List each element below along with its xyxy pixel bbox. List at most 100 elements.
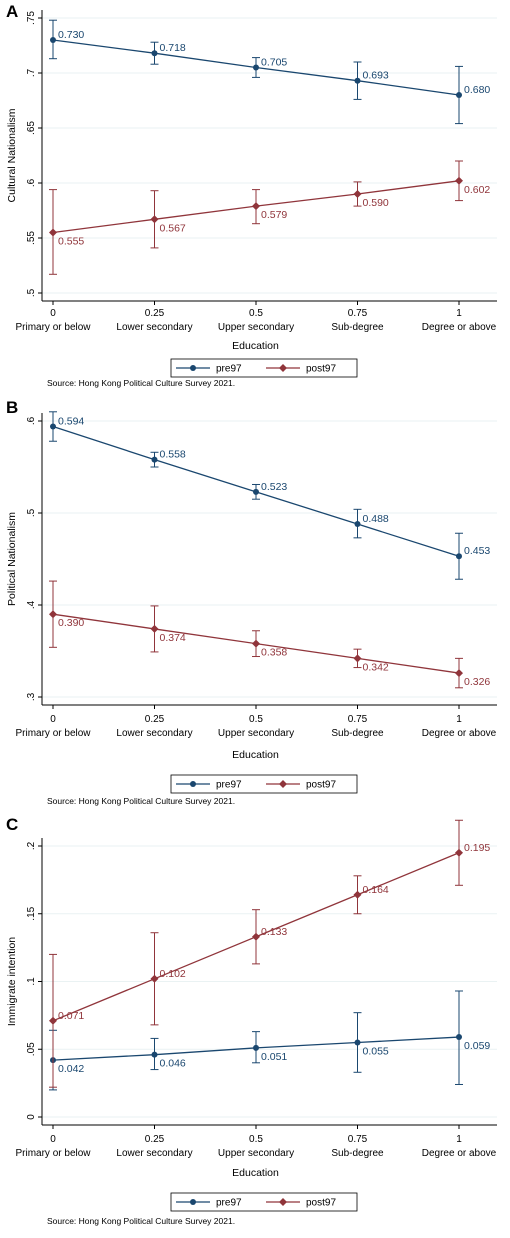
- x-category-label: Degree or above: [422, 322, 497, 333]
- x-axis-title: Education: [232, 1167, 279, 1179]
- legend-marker: [190, 1199, 196, 1205]
- legend-marker: [279, 364, 287, 372]
- x-tick-label: 1: [456, 308, 462, 319]
- x-category-label: Primary or below: [15, 322, 91, 333]
- x-category-label: Degree or above: [422, 728, 497, 739]
- data-label: 0.358: [261, 647, 287, 659]
- legend-label-post97: post97: [306, 780, 336, 791]
- x-tick-label: 0.75: [348, 1134, 368, 1145]
- y-tick-label: .7: [26, 68, 37, 77]
- series-post97: 0.071 0.102 0.133 0.164 0.195: [49, 819, 490, 1088]
- data-point: [252, 202, 260, 211]
- x-tick-label: 0.25: [145, 308, 165, 319]
- data-label: 0.693: [363, 70, 389, 82]
- data-label: 0.326: [464, 676, 490, 688]
- data-label: 0.453: [464, 545, 490, 557]
- data-label: 0.488: [363, 513, 389, 525]
- data-point: [353, 654, 362, 663]
- data-label: 0.523: [261, 481, 287, 493]
- y-tick-label: .2: [26, 841, 37, 850]
- x-category-label: Upper secondary: [218, 1148, 294, 1159]
- data-point: [253, 488, 259, 495]
- x-tick-label: 0.75: [348, 308, 368, 319]
- series-pre97: 0.594 0.558 0.523 0.488 0.453: [49, 411, 490, 580]
- legend-marker: [279, 1198, 287, 1206]
- x-category-label: Lower secondary: [116, 1148, 192, 1159]
- data-label: 0.567: [160, 222, 186, 234]
- x-tick-label: 1: [456, 1134, 462, 1145]
- x-category-label: Lower secondary: [116, 322, 192, 333]
- data-point: [253, 64, 259, 71]
- data-label: 0.730: [58, 29, 84, 41]
- data-label: 0.055: [363, 1045, 389, 1057]
- x-category-label: Upper secondary: [218, 322, 294, 333]
- data-point: [252, 639, 260, 648]
- data-label: 0.390: [58, 617, 84, 629]
- y-tick-label: .05: [26, 1042, 37, 1056]
- data-point: [151, 1051, 158, 1058]
- x-tick-label: 0.5: [249, 714, 263, 725]
- data-label: 0.046: [160, 1058, 186, 1070]
- panel-b: B .3 .4 .5 .6 Political Nationalism 0 Primary o…: [6, 398, 497, 806]
- legend-label-post97: post97: [306, 1198, 336, 1209]
- data-point: [151, 456, 158, 463]
- x-axis-title: Education: [232, 749, 279, 761]
- data-label: 0.558: [160, 449, 186, 461]
- x-tick-label: 0.5: [249, 1134, 263, 1145]
- y-axis-title: Cultural Nationalism: [6, 108, 18, 202]
- data-point: [150, 624, 159, 633]
- panel-letter: C: [6, 815, 18, 834]
- data-point: [354, 77, 361, 84]
- y-axis-title: Immigrate intention: [6, 937, 18, 1026]
- data-point: [253, 1044, 259, 1051]
- data-point: [456, 553, 462, 560]
- source-note: Source: Hong Kong Political Culture Surv…: [47, 1216, 235, 1226]
- data-point: [455, 848, 463, 857]
- x-tick-label: 1: [456, 714, 462, 725]
- panel-letter: B: [6, 398, 18, 417]
- legend-box: [170, 774, 358, 794]
- series-pre97: 0.730 0.718 0.705 0.693 0.680: [49, 19, 490, 125]
- data-point: [49, 228, 57, 237]
- x-tick-label: 0: [50, 1134, 56, 1145]
- data-label: 0.718: [160, 42, 186, 54]
- y-tick-label: .55: [26, 231, 37, 245]
- legend-label-pre97: pre97: [216, 364, 242, 375]
- data-label: 0.195: [464, 842, 490, 854]
- y-tick-label: .75: [26, 11, 37, 25]
- y-tick-label: .1: [26, 977, 37, 986]
- x-category-label: Degree or above: [422, 1148, 497, 1159]
- source-note: Source: Hong Kong Political Culture Surv…: [47, 378, 235, 388]
- data-point: [49, 1016, 57, 1025]
- x-category-label: Primary or below: [15, 1148, 91, 1159]
- x-axis-title: Education: [232, 340, 279, 352]
- legend-box: [170, 358, 358, 378]
- data-label: 0.705: [261, 57, 287, 69]
- x-tick-label: 0.25: [145, 714, 165, 725]
- series-post97: 0.390 0.374 0.358 0.342 0.326: [49, 580, 490, 689]
- data-label: 0.071: [58, 1010, 84, 1022]
- x-tick-label: 0: [50, 714, 56, 725]
- y-tick-label: .6: [26, 416, 37, 425]
- y-tick-label: .6: [26, 178, 37, 187]
- legend-marker: [279, 780, 287, 788]
- y-tick-label: 0: [26, 1114, 37, 1120]
- data-point: [150, 215, 159, 224]
- x-category-label: Sub-degree: [331, 728, 384, 739]
- x-category-label: Sub-degree: [331, 322, 384, 333]
- x-category-label: Sub-degree: [331, 1148, 384, 1159]
- series-post97: 0.555 0.567 0.579 0.590 0.602: [49, 160, 490, 275]
- y-tick-label: .4: [26, 600, 37, 609]
- source-note: Source: Hong Kong Political Culture Surv…: [47, 796, 235, 806]
- x-category-label: Primary or below: [15, 728, 91, 739]
- x-tick-label: 0.5: [249, 308, 263, 319]
- series-pre97: 0.042 0.046 0.051 0.055 0.059: [49, 990, 490, 1091]
- data-point: [50, 423, 56, 430]
- legend-box: [170, 1192, 358, 1212]
- data-point: [455, 176, 463, 185]
- legend-label-post97: post97: [306, 364, 336, 375]
- panel-c: C 0 .05 .1 .15 .2 Immigrate intention 0 Primary …: [6, 815, 497, 1226]
- legend-marker: [190, 781, 196, 787]
- data-label: 0.579: [261, 209, 287, 221]
